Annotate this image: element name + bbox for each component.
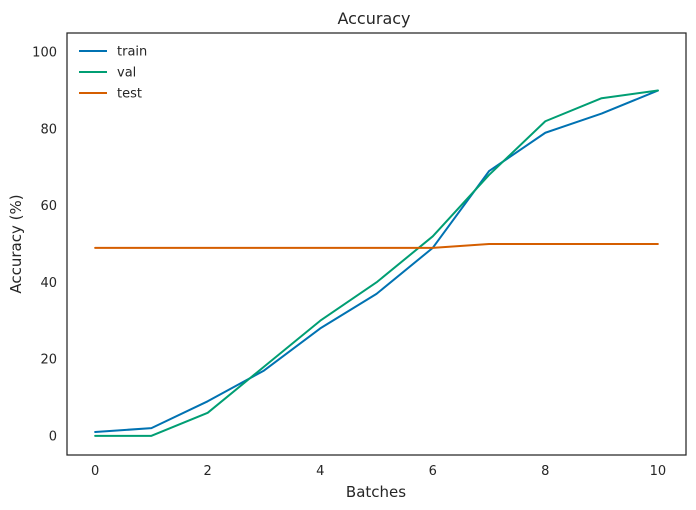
x-tick-label: 8 xyxy=(541,464,549,479)
x-tick-label: 2 xyxy=(204,464,212,479)
plot-frame xyxy=(66,32,687,456)
series-line-train xyxy=(94,89,659,433)
chart-title: Accuracy xyxy=(337,9,410,28)
y-tick-label: 40 xyxy=(40,276,57,291)
y-tick-label: 80 xyxy=(40,122,57,137)
legend-label-test: test xyxy=(117,87,142,102)
x-tick-label: 6 xyxy=(429,464,437,479)
legend-label-train: train xyxy=(117,45,147,60)
legend: train val test xyxy=(79,45,147,102)
y-tick-label: 60 xyxy=(40,199,57,214)
x-tick-label: 10 xyxy=(650,464,667,479)
x-axis-label: Batches xyxy=(346,483,406,501)
x-axis-ticks: 0 2 4 6 8 10 xyxy=(91,464,666,479)
y-axis-ticks: 0 20 40 60 80 100 xyxy=(32,46,57,445)
y-tick-label: 100 xyxy=(32,46,57,61)
y-axis-label: Accuracy (%) xyxy=(7,194,25,293)
y-tick-label: 20 xyxy=(40,353,57,368)
x-tick-label: 4 xyxy=(316,464,324,479)
series-lines xyxy=(94,89,659,437)
series-line-val xyxy=(94,89,659,437)
x-tick-label: 0 xyxy=(91,464,99,479)
y-tick-label: 0 xyxy=(49,429,57,444)
series-line-test xyxy=(94,243,659,249)
legend-label-val: val xyxy=(117,66,136,81)
